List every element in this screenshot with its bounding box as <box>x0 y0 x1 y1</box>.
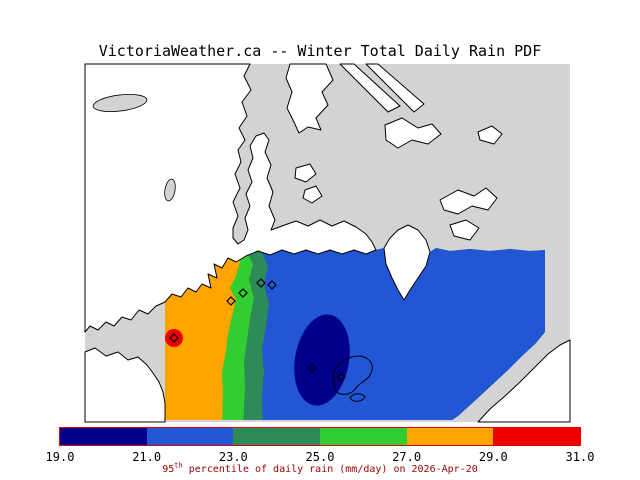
island-saltspring <box>285 63 334 134</box>
contour-band-19-21-minimum <box>294 314 350 406</box>
colorbar-segment-21-23 <box>146 428 234 445</box>
station-diamond-marker <box>307 363 317 373</box>
highlight-station-marker <box>165 329 183 347</box>
colorbar-tick-25: 25.0 <box>305 450 335 464</box>
coastline-layer <box>84 63 571 423</box>
island-pender-saturna <box>384 117 442 149</box>
station-diamond-marker <box>169 333 179 343</box>
lake-sooke <box>164 178 176 202</box>
caption-superscript: th <box>174 461 183 470</box>
caption-prefix: 95 <box>162 464 175 475</box>
colorbar-tick-21: 21.0 <box>132 450 162 464</box>
colorbar-segment-25-27 <box>320 428 407 445</box>
colorbar-tick-labels: 19.0 21.0 23.0 25.0 27.0 29.0 31.0 <box>46 450 595 464</box>
colorbar-caption: 95th percentile of daily rain (mm/day) o… <box>0 461 640 475</box>
page-title: VictoriaWeather.ca -- Winter Total Daily… <box>98 42 542 60</box>
islet-outline-1 <box>332 355 373 395</box>
station-layer <box>165 278 346 382</box>
island-san-juan <box>383 224 431 301</box>
colorbar-segment-23-25 <box>233 428 321 445</box>
station-diamond-marker <box>238 288 248 298</box>
station-diamond-marker <box>267 280 277 290</box>
colorbar-segment-27-29 <box>406 428 494 445</box>
lake-cowichan <box>92 94 148 112</box>
island-lopez <box>449 219 480 241</box>
island-strip-b <box>365 63 425 113</box>
colorbar-tick-31: 31.0 <box>565 450 595 464</box>
colorbar-tick-23: 23.0 <box>218 450 248 464</box>
land-vancouver-island <box>84 63 377 333</box>
island-strip-a <box>339 63 401 113</box>
land-southeast-corner <box>477 339 571 423</box>
colorbar-segment-19-21 <box>60 428 147 445</box>
colorbar-tick-29: 29.0 <box>478 450 508 464</box>
rain-contour-field <box>165 248 545 420</box>
island-orcas <box>439 187 498 215</box>
colorbar-tick-27: 27.0 <box>392 450 422 464</box>
colorbar <box>59 427 581 446</box>
islet-sidney-2 <box>302 185 323 204</box>
islet-sidney-1 <box>294 163 317 183</box>
caption-suffix: percentile of daily rain (mm/day) on 202… <box>182 464 478 475</box>
islet-outline-2 <box>349 393 366 402</box>
station-diamond-marker <box>336 372 346 382</box>
station-diamond-marker <box>226 296 236 306</box>
colorbar-segment-29-31 <box>493 428 581 445</box>
colorbar-tick-19: 19.0 <box>45 450 75 464</box>
islet-northeast <box>477 125 503 145</box>
land-olympic-peninsula <box>84 347 166 423</box>
station-diamond-marker <box>256 278 266 288</box>
